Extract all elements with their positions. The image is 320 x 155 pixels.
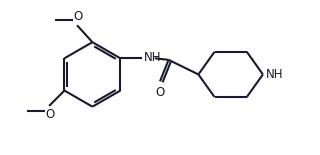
Text: O: O: [45, 108, 55, 121]
Text: O: O: [155, 86, 164, 99]
Text: NH: NH: [265, 68, 283, 81]
Text: NH: NH: [143, 51, 161, 64]
Text: O: O: [73, 10, 83, 23]
